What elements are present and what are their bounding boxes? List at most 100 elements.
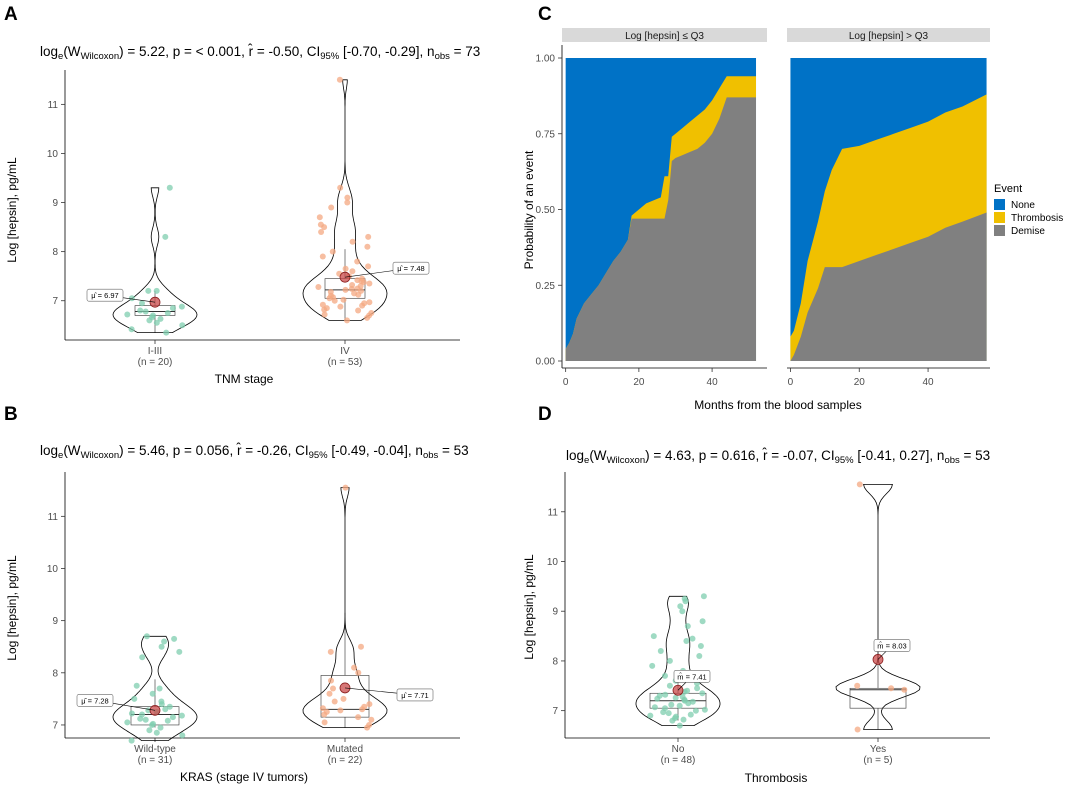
data-point <box>143 633 150 640</box>
data-point <box>349 238 356 245</box>
data-point <box>128 295 135 302</box>
area-demise <box>790 212 987 361</box>
chart-d: 7 8 9 10 11 No(n = 48) m̂ = 7.41 Yes(n = 5) m̂ =… <box>547 472 990 766</box>
y-tick-label: 11 <box>548 507 559 518</box>
data-point <box>687 711 694 718</box>
data-point <box>649 662 656 669</box>
data-point <box>650 633 657 640</box>
data-point <box>315 284 322 290</box>
data-point <box>153 287 160 294</box>
legend-swatch-thrombosis <box>994 212 1005 223</box>
x-tick-label: IV <box>340 346 350 357</box>
data-point <box>139 300 145 307</box>
data-point <box>696 653 703 659</box>
data-point <box>344 317 350 324</box>
data-point <box>694 685 701 692</box>
y-tick-label: 8 <box>552 656 558 667</box>
data-point <box>361 300 368 307</box>
data-point <box>161 638 168 645</box>
y-tick-label: 8 <box>52 668 58 679</box>
data-point <box>158 643 165 650</box>
data-point <box>178 712 185 719</box>
data-point <box>676 722 683 729</box>
mean-label: m̂ = 8.03 <box>877 641 906 650</box>
data-point <box>681 595 688 602</box>
violin-iv <box>302 79 388 321</box>
data-point <box>662 691 669 698</box>
data-point <box>647 712 654 719</box>
xlabel-a: TNM stage <box>215 372 274 386</box>
data-point <box>692 707 699 714</box>
subtitle-b-prefix-sub: e <box>58 450 63 461</box>
data-point <box>689 698 696 705</box>
data-point <box>697 643 704 649</box>
data-point <box>699 690 706 697</box>
data-point <box>662 705 668 712</box>
data-point <box>327 648 334 655</box>
x-tick-count: (n = 48) <box>661 755 696 766</box>
data-point <box>142 308 149 315</box>
y-tick-label: 0.00 <box>536 357 556 368</box>
data-point <box>328 677 334 684</box>
subtitle-a-stat: ) = 5.22, p = < 0.001, r̂ = -0.50, CI <box>119 43 320 59</box>
panel-label-b: B <box>4 404 18 425</box>
subtitle-b: loge(WWilcoxon) = 5.46, p = 0.056, r̂ = … <box>40 442 469 461</box>
x-tick-count: (n = 20) <box>138 357 173 368</box>
x-tick-label: I-III <box>148 346 162 357</box>
legend-title: Event <box>994 183 1022 195</box>
violin-mutated <box>302 487 388 728</box>
panel-label-c: C <box>538 4 552 25</box>
legend-swatch-none <box>994 199 1005 210</box>
data-point <box>364 243 371 250</box>
data-point <box>342 484 349 491</box>
y-tick-label: 11 <box>48 100 59 111</box>
y-tick-label: 7 <box>52 720 58 731</box>
data-point <box>683 638 690 644</box>
y-tick-label: 10 <box>47 564 59 575</box>
data-point <box>656 692 663 699</box>
data-point <box>665 710 672 717</box>
data-point <box>171 635 178 642</box>
data-point <box>355 307 362 314</box>
subtitle-d-prefix: log <box>566 448 584 463</box>
facet-strip <box>787 28 990 42</box>
data-point <box>179 322 186 329</box>
x-tick-count: (n = 31) <box>138 755 173 766</box>
ylabel-c: Probability of an event <box>522 150 536 269</box>
y-tick-label: 9 <box>52 616 58 627</box>
data-point <box>349 282 356 288</box>
subtitle-d-ci: [-0.41, 0.27], n <box>854 448 945 463</box>
subtitle-a: loge(WWilcoxon) = 5.22, p = < 0.001, r̂ … <box>40 43 480 62</box>
y-tick-label: 10 <box>547 557 559 568</box>
data-point <box>163 329 170 336</box>
data-point <box>328 204 335 211</box>
data-point <box>139 654 146 661</box>
data-point <box>317 221 324 228</box>
subtitle-b-open: (W <box>63 443 80 458</box>
mean-label-box <box>86 288 124 302</box>
xlabel-b: KRAS (stage IV tumors) <box>180 770 308 784</box>
data-point <box>699 618 706 625</box>
subtitle-d: loge(WWilcoxon) = 4.63, p = 0.616, r̂ = … <box>566 447 990 466</box>
y-tick-label: 0.75 <box>536 129 556 140</box>
data-point <box>856 481 863 488</box>
data-point <box>323 305 330 312</box>
x-tick-label: Yes <box>870 744 886 755</box>
legend-label-none: None <box>1011 200 1035 211</box>
subtitle-a-method: Wilcoxon <box>81 51 120 62</box>
mean-label: μ̂ = 7.48 <box>397 264 424 273</box>
subtitle-b-ci: [-0.49, -0.04], n <box>328 443 423 458</box>
x-tick-label: 20 <box>854 377 866 388</box>
y-tick-label: 7 <box>552 706 558 717</box>
data-point <box>354 258 361 265</box>
data-point <box>679 693 686 700</box>
subtitle-d-open: (W <box>589 448 606 463</box>
data-point <box>321 311 328 318</box>
mean-label-box <box>76 694 114 707</box>
subtitle-d-ci-sub: 95% <box>835 455 855 466</box>
data-point <box>368 310 375 316</box>
data-point <box>137 307 144 314</box>
data-point <box>169 305 176 312</box>
xlabel-d: Thrombosis <box>745 771 808 785</box>
data-point <box>358 643 364 650</box>
